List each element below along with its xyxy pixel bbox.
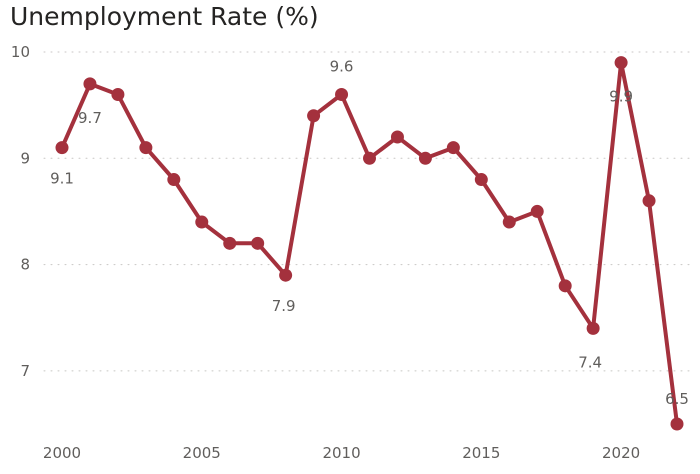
data-point[interactable] bbox=[502, 215, 516, 229]
y-tick-label: 10 bbox=[11, 43, 30, 61]
x-tick-label: 2000 bbox=[43, 444, 81, 462]
y-tick-label: 8 bbox=[20, 256, 30, 274]
data-point[interactable] bbox=[474, 173, 488, 187]
data-point[interactable] bbox=[111, 88, 125, 102]
data-point[interactable] bbox=[670, 417, 684, 431]
data-point[interactable] bbox=[390, 130, 404, 144]
data-point[interactable] bbox=[195, 215, 209, 229]
data-point[interactable] bbox=[223, 236, 237, 250]
x-tick-label: 2020 bbox=[602, 444, 640, 462]
data-point[interactable] bbox=[83, 77, 97, 91]
data-point[interactable] bbox=[586, 321, 600, 335]
data-point[interactable] bbox=[642, 194, 656, 208]
data-label: 9.9 bbox=[609, 88, 633, 106]
x-tick-label: 2005 bbox=[183, 444, 221, 462]
data-point[interactable] bbox=[530, 204, 544, 218]
data-point[interactable] bbox=[558, 279, 572, 293]
data-point[interactable] bbox=[251, 236, 265, 250]
data-point[interactable] bbox=[335, 88, 349, 102]
data-label: 9.7 bbox=[78, 109, 102, 127]
x-tick-label: 2010 bbox=[322, 444, 360, 462]
data-point[interactable] bbox=[139, 141, 153, 155]
data-label: 7.9 bbox=[272, 297, 296, 315]
data-point[interactable] bbox=[55, 141, 69, 155]
data-point[interactable] bbox=[307, 109, 321, 123]
data-label: 9.1 bbox=[50, 170, 74, 188]
y-tick-label: 7 bbox=[20, 362, 30, 380]
x-tick-label: 2015 bbox=[462, 444, 500, 462]
data-point[interactable] bbox=[614, 56, 628, 70]
data-label: 9.6 bbox=[330, 58, 354, 76]
data-label: 6.5 bbox=[665, 390, 689, 408]
data-point[interactable] bbox=[418, 151, 432, 165]
data-point[interactable] bbox=[279, 268, 293, 282]
data-point[interactable] bbox=[167, 173, 181, 187]
chart-title: Unemployment Rate (%) bbox=[10, 2, 319, 31]
data-point[interactable] bbox=[446, 141, 460, 155]
data-label: 7.4 bbox=[578, 353, 602, 371]
data-point[interactable] bbox=[363, 151, 376, 165]
y-tick-label: 9 bbox=[20, 149, 30, 167]
